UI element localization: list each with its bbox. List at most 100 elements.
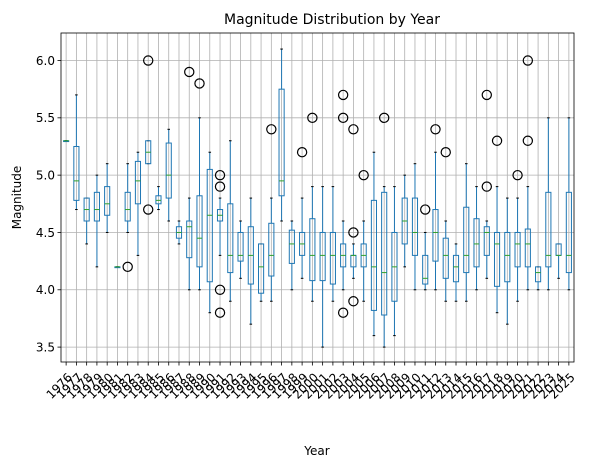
outlier-point	[214, 169, 226, 181]
x-axis-ticks: 1976197719781979198019811982198319841985…	[44, 362, 578, 402]
box-rect	[504, 231, 511, 283]
y-tick-label: 5.5	[36, 111, 55, 125]
box-2011	[420, 204, 431, 291]
box-rect	[104, 186, 111, 216]
box-1996	[266, 124, 277, 302]
box-2013	[440, 147, 451, 302]
outlier-point	[348, 227, 359, 238]
box-rect	[319, 231, 326, 282]
box-rect	[206, 168, 213, 283]
outlier-point	[430, 124, 441, 135]
box-rect	[155, 195, 162, 205]
box-1993	[237, 220, 244, 279]
box-2009	[401, 174, 408, 268]
outlier-point	[481, 181, 492, 192]
outlier-point	[348, 296, 359, 307]
box-rect	[514, 231, 521, 268]
outlier-point	[194, 78, 205, 89]
outlier-point	[143, 55, 154, 66]
box-1986	[165, 128, 172, 222]
box-rect	[278, 88, 285, 197]
box-rect	[535, 266, 542, 283]
box-rect	[237, 231, 244, 262]
outlier-point	[266, 124, 277, 135]
box-rect	[422, 254, 429, 285]
box-2020	[512, 169, 523, 302]
outlier-point	[337, 307, 349, 318]
outlier-point	[337, 112, 349, 124]
outlier-point	[522, 135, 534, 146]
box-2017	[481, 89, 492, 279]
box-rect	[288, 229, 295, 264]
outlier-point	[348, 124, 359, 135]
box-rect	[268, 222, 275, 277]
box-2007	[378, 112, 390, 348]
box-2008	[391, 186, 398, 337]
box-rect	[565, 191, 572, 274]
box-1984	[143, 55, 154, 215]
box-1988	[184, 66, 195, 291]
box-rect	[370, 199, 377, 311]
box-1992	[227, 140, 234, 302]
box-rect	[463, 206, 470, 274]
box-2006	[370, 151, 377, 337]
box-1983	[134, 151, 142, 256]
box-rect	[473, 218, 480, 268]
box-rect	[124, 191, 131, 222]
box-2021	[522, 55, 534, 291]
chart-title: Magnitude Distribution by Year	[224, 12, 440, 28]
x-axis-label: Year	[303, 444, 329, 458]
box-rect	[381, 191, 388, 316]
outlier-point	[143, 204, 154, 215]
box-1998	[288, 220, 295, 291]
box-rect	[186, 220, 193, 259]
box-rect	[93, 191, 100, 222]
outlier-point	[214, 307, 226, 318]
boxes-group	[63, 48, 572, 348]
y-axis-label: Magnitude	[10, 166, 24, 230]
box-rect	[524, 228, 531, 268]
box-2015	[463, 163, 470, 302]
box-rect	[134, 160, 142, 205]
box-1980	[104, 163, 111, 233]
box-1990	[206, 151, 213, 314]
grid-lines	[61, 33, 574, 362]
outlier-point	[337, 89, 349, 101]
y-tick-label: 4.0	[36, 283, 55, 297]
plot-area-frame	[60, 32, 575, 363]
box-2003	[337, 89, 349, 318]
box-2002	[329, 186, 336, 302]
box-2010	[411, 163, 419, 291]
box-rect	[483, 226, 490, 256]
outlier-point	[440, 147, 451, 158]
box-2014	[452, 243, 460, 302]
outlier-point	[296, 147, 308, 158]
box-2000	[307, 112, 318, 302]
box-1985	[155, 186, 162, 211]
y-tick-label: 5.0	[36, 168, 55, 182]
outlier-point	[481, 89, 492, 101]
box-1976	[63, 140, 70, 143]
box-1982	[122, 163, 133, 273]
outlier-point	[307, 112, 318, 124]
outlier-point	[122, 261, 133, 273]
box-1995	[258, 243, 265, 302]
y-tick-label: 4.5	[36, 226, 55, 240]
box-rect	[329, 231, 336, 285]
box-rect	[411, 197, 419, 256]
outlier-point	[184, 66, 195, 78]
outlier-point	[378, 112, 390, 124]
box-rect	[309, 218, 316, 282]
box-rect	[432, 209, 439, 262]
box-1977	[73, 94, 80, 211]
y-tick-label: 6.0	[36, 54, 55, 68]
box-1978	[83, 197, 90, 245]
box-rect	[442, 237, 449, 279]
box-2019	[504, 197, 511, 325]
box-2025	[565, 117, 572, 291]
box-2004	[348, 124, 359, 307]
box-1981	[114, 266, 121, 269]
box-rect	[493, 231, 501, 287]
